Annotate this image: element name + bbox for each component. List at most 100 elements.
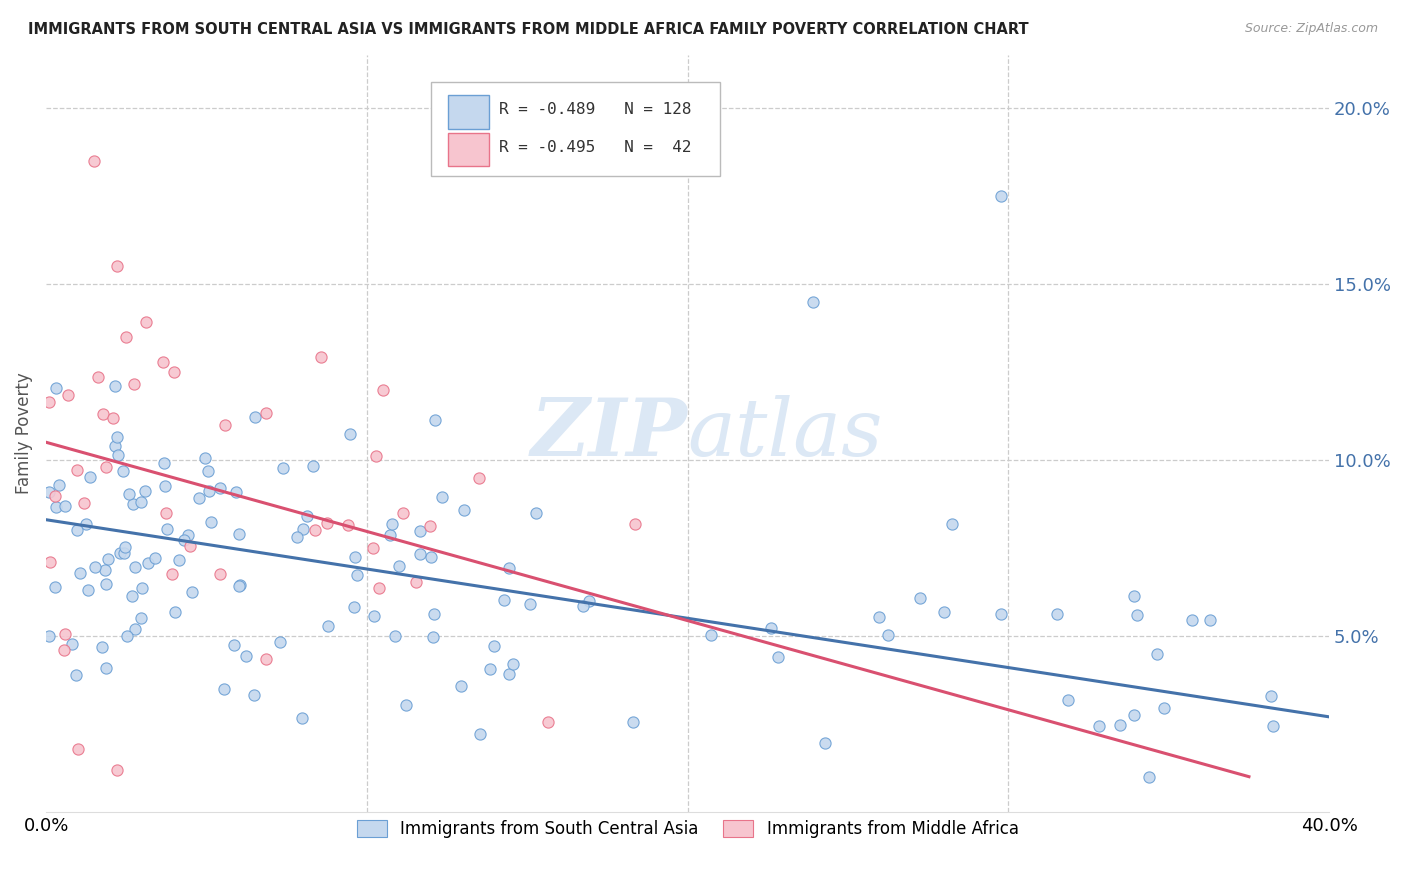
Point: [110, 546, 132, 560]
Point: [115, 329, 138, 343]
Point: [468, 470, 491, 484]
Point: [1180, 613, 1202, 627]
Point: [868, 610, 890, 624]
Point: [228, 527, 250, 541]
FancyBboxPatch shape: [447, 133, 489, 167]
Point: [94, 661, 117, 675]
Point: [269, 635, 291, 649]
Point: [93, 563, 115, 577]
Point: [450, 679, 472, 693]
Point: [114, 540, 136, 554]
Point: [877, 628, 900, 642]
Point: [91, 407, 114, 421]
Point: [422, 630, 444, 644]
Point: [97, 552, 120, 566]
Point: [343, 600, 366, 615]
Point: [60, 637, 83, 651]
Point: [155, 506, 177, 520]
Point: [214, 681, 236, 696]
Point: [1146, 647, 1168, 661]
Point: [101, 410, 124, 425]
Point: [75, 517, 97, 532]
Point: [107, 448, 129, 462]
Point: [53, 500, 76, 514]
Point: [136, 557, 159, 571]
Point: [364, 449, 387, 463]
Point: [94, 459, 117, 474]
Point: [381, 516, 404, 531]
Point: [94, 577, 117, 591]
Point: [315, 516, 337, 530]
Point: [225, 485, 247, 500]
Point: [45, 381, 67, 395]
Point: [91, 640, 114, 655]
Point: [214, 418, 236, 433]
Point: [76, 582, 98, 597]
Point: [368, 581, 391, 595]
Point: [254, 652, 277, 666]
Point: [470, 727, 492, 741]
FancyBboxPatch shape: [447, 95, 489, 128]
Point: [242, 688, 264, 702]
Point: [1122, 707, 1144, 722]
Point: [79, 470, 101, 484]
Point: [66, 463, 89, 477]
Point: [1122, 589, 1144, 603]
Point: [336, 518, 359, 533]
Point: [121, 497, 143, 511]
Point: [121, 589, 143, 603]
Point: [1198, 613, 1220, 627]
Point: [405, 575, 427, 590]
Point: [179, 539, 201, 553]
Point: [129, 495, 152, 509]
Text: R = -0.489   N = 128: R = -0.489 N = 128: [499, 102, 692, 117]
Point: [1046, 607, 1069, 621]
Point: [83, 560, 105, 574]
Point: [309, 350, 332, 364]
Point: [200, 515, 222, 529]
Point: [39, 555, 62, 569]
Point: [423, 412, 446, 426]
Point: [118, 487, 141, 501]
Point: [177, 527, 200, 541]
Point: [73, 496, 96, 510]
Point: [38, 485, 60, 500]
Point: [304, 523, 326, 537]
Point: [291, 711, 314, 725]
Point: [388, 559, 411, 574]
Point: [222, 638, 245, 652]
Point: [1126, 607, 1149, 622]
Point: [384, 629, 406, 643]
Point: [941, 517, 963, 532]
Point: [814, 736, 837, 750]
Point: [169, 553, 191, 567]
Point: [990, 607, 1012, 621]
Point: [537, 714, 560, 729]
Point: [571, 599, 593, 613]
Point: [163, 365, 186, 379]
Point: [194, 450, 217, 465]
FancyBboxPatch shape: [432, 82, 720, 177]
Point: [228, 579, 250, 593]
Point: [143, 550, 166, 565]
Point: [52, 643, 75, 657]
Point: [124, 622, 146, 636]
Point: [235, 649, 257, 664]
Point: [135, 315, 157, 329]
Point: [432, 490, 454, 504]
Point: [768, 649, 790, 664]
Point: [56, 388, 79, 402]
Point: [53, 627, 76, 641]
Point: [422, 607, 444, 621]
Point: [378, 527, 401, 541]
Point: [292, 523, 315, 537]
Point: [699, 628, 721, 642]
Point: [134, 484, 156, 499]
Point: [105, 430, 128, 444]
Point: [173, 533, 195, 547]
Point: [105, 260, 128, 274]
Point: [273, 461, 295, 475]
Point: [453, 502, 475, 516]
Point: [316, 618, 339, 632]
Point: [48, 477, 70, 491]
